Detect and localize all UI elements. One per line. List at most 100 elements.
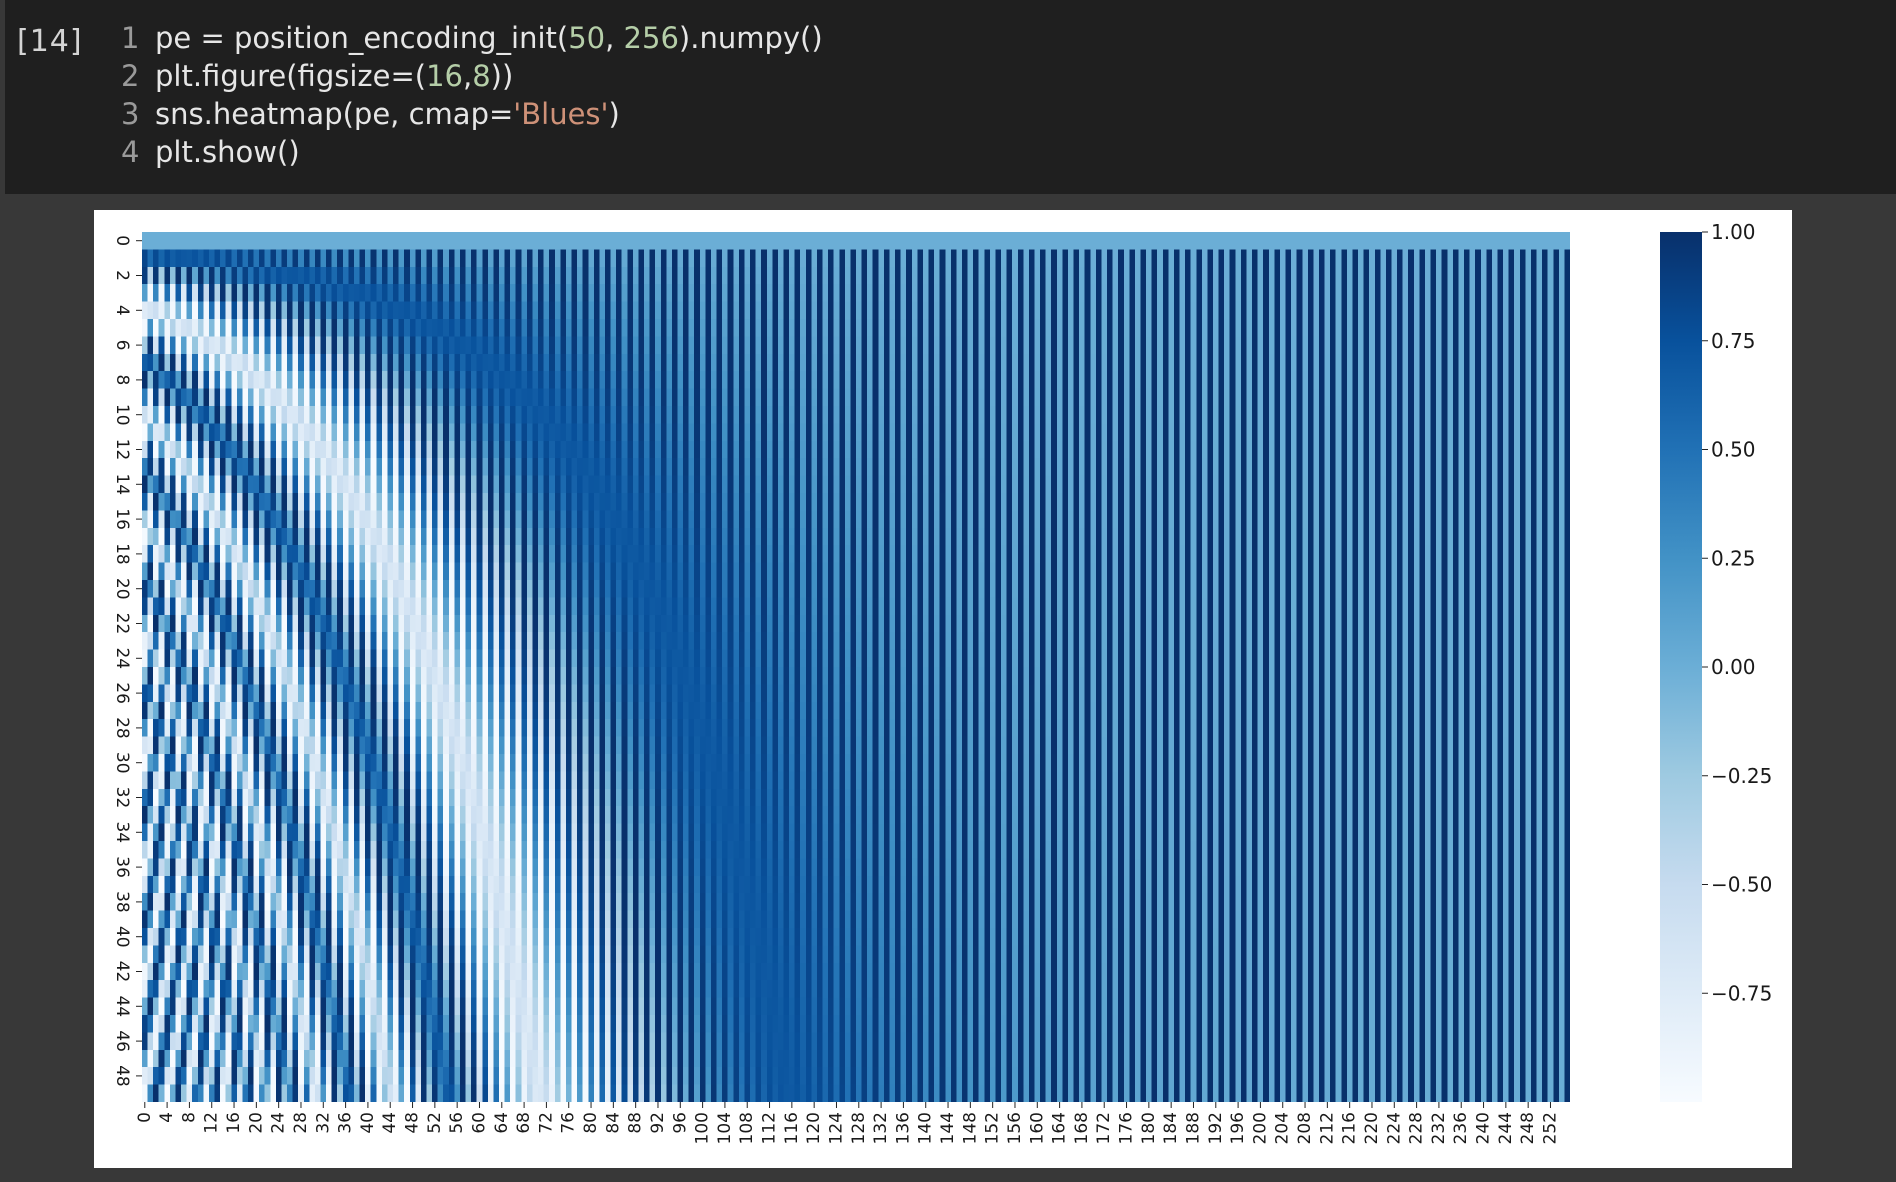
x-tick-label: 224	[1384, 1112, 1404, 1144]
x-tick-label: 60	[469, 1112, 489, 1134]
y-tick-label: 0	[112, 235, 132, 246]
y-tick-label: 10	[112, 404, 132, 426]
x-tick-label: 108	[737, 1112, 757, 1144]
x-tick-label: 176	[1117, 1112, 1137, 1144]
code-token: 8	[472, 59, 491, 93]
code-token: ,	[462, 59, 473, 93]
x-axis-ticks: 0 4 8 12 16 20 24 28 32 36 40 44 48 52 56 60 64 68 72 76 80 8…	[135, 1102, 1560, 1144]
x-tick-label: 200	[1250, 1112, 1270, 1144]
x-tick-label: 168	[1072, 1112, 1092, 1144]
x-tick-label: 164	[1050, 1112, 1070, 1144]
x-tick-label: 152	[983, 1112, 1003, 1144]
y-tick-label: 16	[112, 508, 132, 530]
y-tick-label: 36	[112, 856, 132, 878]
x-tick-label: 76	[559, 1112, 579, 1134]
line-number: 1	[121, 21, 140, 55]
colorbar-tick-label: 0.00	[1711, 655, 1756, 679]
x-tick-label: 180	[1139, 1112, 1159, 1144]
colorbar-tick-label: 0.25	[1711, 546, 1756, 570]
x-tick-label: 116	[782, 1112, 802, 1144]
x-tick-label: 4	[157, 1112, 177, 1123]
code-token: ))	[490, 59, 514, 93]
x-tick-label: 24	[269, 1112, 289, 1134]
x-tick-label: 32	[313, 1112, 333, 1134]
y-tick-label: 8	[112, 374, 132, 385]
y-tick-label: 48	[112, 1065, 132, 1087]
x-tick-label: 196	[1228, 1112, 1248, 1144]
code-token: 16	[426, 59, 463, 93]
code-line[interactable]: 3 sns.heatmap(pe, cmap='Blues')	[121, 97, 620, 135]
y-tick-label: 2	[112, 270, 132, 281]
y-tick-label: 40	[112, 926, 132, 948]
x-tick-label: 172	[1094, 1112, 1114, 1144]
colorbar-tick-label: 0.50	[1711, 438, 1756, 462]
x-tick-label: 100	[693, 1112, 713, 1144]
code-line[interactable]: 1 pe = position_encoding_init(50, 256).nu…	[121, 21, 823, 59]
line-number: 4	[121, 135, 140, 169]
x-tick-label: 20	[246, 1112, 266, 1134]
execution-count: [14]	[17, 24, 83, 59]
code-line[interactable]: 2 plt.figure(figsize=(16,8))	[121, 59, 513, 97]
code-token: 50	[568, 21, 606, 55]
x-tick-label: 92	[648, 1112, 668, 1134]
colorbar-tick-label: 0.75	[1711, 329, 1756, 353]
x-tick-label: 212	[1317, 1112, 1337, 1144]
heatmap-cells	[142, 232, 1570, 1102]
line-number: 3	[121, 97, 140, 131]
code-line[interactable]: 4 plt.show()	[121, 135, 300, 173]
colorbar-tick-label: −0.25	[1711, 764, 1772, 788]
code-token: sns.heatmap(pe, cmap=	[155, 97, 514, 131]
y-tick-label: 4	[112, 305, 132, 316]
code-token: ,	[605, 21, 624, 55]
x-tick-label: 160	[1027, 1112, 1047, 1144]
x-tick-label: 236	[1451, 1112, 1471, 1144]
x-tick-label: 84	[603, 1112, 623, 1134]
code-token: 'Blues'	[513, 97, 609, 131]
x-tick-label: 244	[1496, 1112, 1516, 1144]
x-tick-label: 240	[1474, 1112, 1494, 1144]
x-tick-label: 40	[358, 1112, 378, 1134]
x-tick-label: 192	[1206, 1112, 1226, 1144]
x-tick-label: 216	[1340, 1112, 1360, 1144]
colorbar-tick-label: −0.50	[1711, 873, 1772, 897]
y-tick-label: 22	[112, 613, 132, 635]
y-tick-label: 18	[112, 543, 132, 565]
colorbar-tick-label: −0.75	[1711, 981, 1772, 1005]
y-tick-label: 6	[112, 340, 132, 351]
x-tick-label: 232	[1429, 1112, 1449, 1144]
x-tick-label: 56	[447, 1112, 467, 1134]
x-tick-label: 44	[380, 1112, 400, 1134]
x-tick-label: 128	[849, 1112, 869, 1144]
x-tick-label: 204	[1273, 1112, 1293, 1144]
y-tick-label: 44	[112, 995, 132, 1017]
x-tick-label: 8	[179, 1112, 199, 1123]
x-tick-label: 0	[135, 1112, 155, 1123]
y-tick-label: 26	[112, 682, 132, 704]
heatmap-figure: 0246810121416182022242628303234363840424…	[112, 220, 1772, 1144]
x-tick-label: 36	[336, 1112, 356, 1134]
x-tick-label: 48	[403, 1112, 423, 1134]
x-tick-label: 88	[626, 1112, 646, 1134]
x-tick-label: 136	[893, 1112, 913, 1144]
code-token: ).numpy()	[678, 21, 823, 55]
y-tick-label: 12	[112, 439, 132, 461]
x-tick-label: 120	[804, 1112, 824, 1144]
y-tick-label: 38	[112, 891, 132, 913]
code-token: )	[608, 97, 620, 131]
y-tick-label: 32	[112, 787, 132, 809]
x-tick-label: 148	[960, 1112, 980, 1144]
x-tick-label: 16	[224, 1112, 244, 1134]
x-tick-label: 64	[492, 1112, 512, 1134]
x-tick-label: 208	[1295, 1112, 1315, 1144]
x-tick-label: 220	[1362, 1112, 1382, 1144]
x-tick-label: 156	[1005, 1112, 1025, 1144]
code-editor[interactable]: [14] 1 pe = position_encoding_init(50, 25…	[5, 0, 1896, 194]
y-tick-label: 30	[112, 752, 132, 774]
colorbar	[1660, 232, 1702, 1102]
x-tick-label: 104	[715, 1112, 735, 1144]
x-tick-label: 80	[581, 1112, 601, 1134]
y-tick-label: 14	[112, 473, 132, 495]
y-tick-label: 24	[112, 647, 132, 669]
y-tick-label: 28	[112, 717, 132, 739]
